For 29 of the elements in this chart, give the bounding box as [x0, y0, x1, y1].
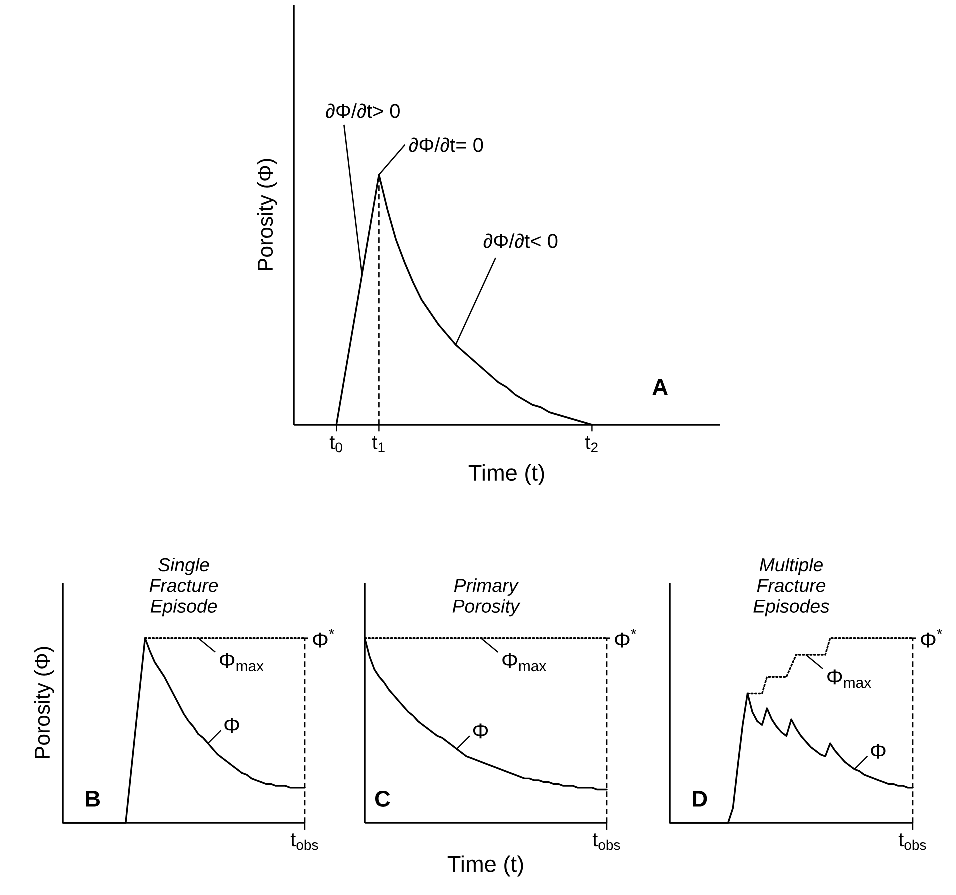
x-tick-label: t$_{0}$ — [330, 436, 342, 453]
annotation: ∂Φ/∂t< 0 — [484, 234, 558, 248]
y-axis-title: Porosity (Φ) — [34, 647, 54, 758]
x-tick-label: t$_{1}$ — [372, 436, 385, 452]
text: ∂Φ/∂t> 0 — [326, 104, 400, 118]
x-axis-title: Time (t) — [448, 856, 524, 877]
annotation: C — [375, 790, 390, 808]
text: Φ$^{*}$ — [313, 629, 335, 648]
legend-label: Φ — [871, 744, 886, 759]
legend-label: Φ — [473, 724, 488, 739]
text: t$_{obs}$ — [592, 834, 620, 850]
annotation: ∂Φ/∂t= 0 — [409, 138, 484, 152]
text: Φ$^{*}$ — [615, 629, 637, 648]
chart-title: Primary Porosity — [452, 578, 521, 617]
text: Φ$^{*}$ — [921, 629, 943, 648]
x-axis-title: Time (t) — [468, 464, 544, 486]
annotation: B — [86, 791, 100, 807]
series-label: Φ$_{max}$ — [220, 653, 264, 672]
legend-label: Φ — [224, 718, 240, 734]
text: t$_{obs}$ — [290, 834, 318, 850]
x-tick-label: t$_{2}$ — [585, 436, 598, 452]
text: t$_{obs}$ — [898, 834, 926, 850]
y-axis-title: Porosity (Φ) — [257, 159, 278, 270]
series-label: Φ$_{max}$ — [828, 670, 872, 688]
chart-title: Multiple Fracture Episodes — [754, 558, 830, 617]
chart-title: Single Fracture Episode — [150, 558, 218, 617]
series-label: Φ$_{max}$ — [502, 653, 546, 672]
annotation: D — [693, 791, 708, 807]
annotation: A — [652, 379, 668, 395]
